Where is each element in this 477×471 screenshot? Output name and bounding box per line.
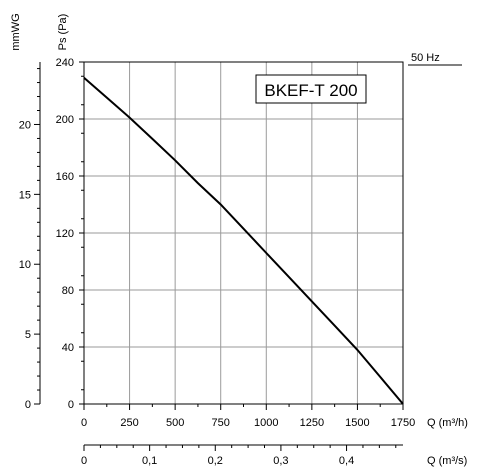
x-m3h-tick-label: 500 (166, 417, 184, 429)
x-axis-label-m3s: Q (m³/s) (427, 455, 467, 467)
x-m3s-tick-label: 0,2 (208, 455, 223, 467)
y-mmwg-tick-label: 10 (19, 259, 31, 271)
x-m3s-tick-label: 0,1 (142, 455, 157, 467)
y-pa-tick-label: 0 (68, 399, 74, 411)
x-m3h-tick-label: 1250 (300, 417, 324, 429)
x-m3s-tick-label: 0 (81, 455, 87, 467)
x-m3h-tick-label: 1750 (391, 417, 415, 429)
y-pa-tick-label: 120 (56, 228, 74, 240)
x-m3h-tick-label: 1500 (345, 417, 369, 429)
y-pa-tick-label: 80 (62, 285, 74, 297)
frequency-label: 50 Hz (411, 52, 440, 64)
series-layer (83, 76, 404, 405)
y-mmwg-tick-label: 15 (19, 189, 31, 201)
y-axis-label-pa: Ps (Pa) (57, 14, 69, 51)
y-mmwg-tick-label: 0 (25, 399, 31, 411)
y-pa-tick-label: 160 (56, 171, 74, 183)
x-m3h-tick-label: 750 (212, 417, 230, 429)
y-mmwg-tick-label: 20 (19, 119, 31, 131)
model-label: BKEF-T 200 (264, 81, 357, 100)
x-m3h-tick-label: 250 (120, 417, 138, 429)
x-m3s-tick-label: 0,3 (273, 455, 288, 467)
x-axis-label-m3h: Q (m³/h) (427, 417, 468, 429)
x-m3h-tick-label: 0 (81, 417, 87, 429)
series-line (83, 76, 404, 405)
y-mmwg-tick-label: 5 (25, 329, 31, 341)
y-axis-label-mmwg: mmWG (10, 13, 22, 50)
y-pa-tick-label: 240 (56, 57, 74, 69)
y-pa-tick-label: 40 (62, 342, 74, 354)
y-pa-tick-label: 200 (56, 114, 74, 126)
x-m3s-tick-label: 0,4 (339, 455, 354, 467)
grid (84, 62, 403, 404)
x-m3h-tick-label: 1000 (254, 417, 278, 429)
model-label-box (255, 74, 367, 104)
